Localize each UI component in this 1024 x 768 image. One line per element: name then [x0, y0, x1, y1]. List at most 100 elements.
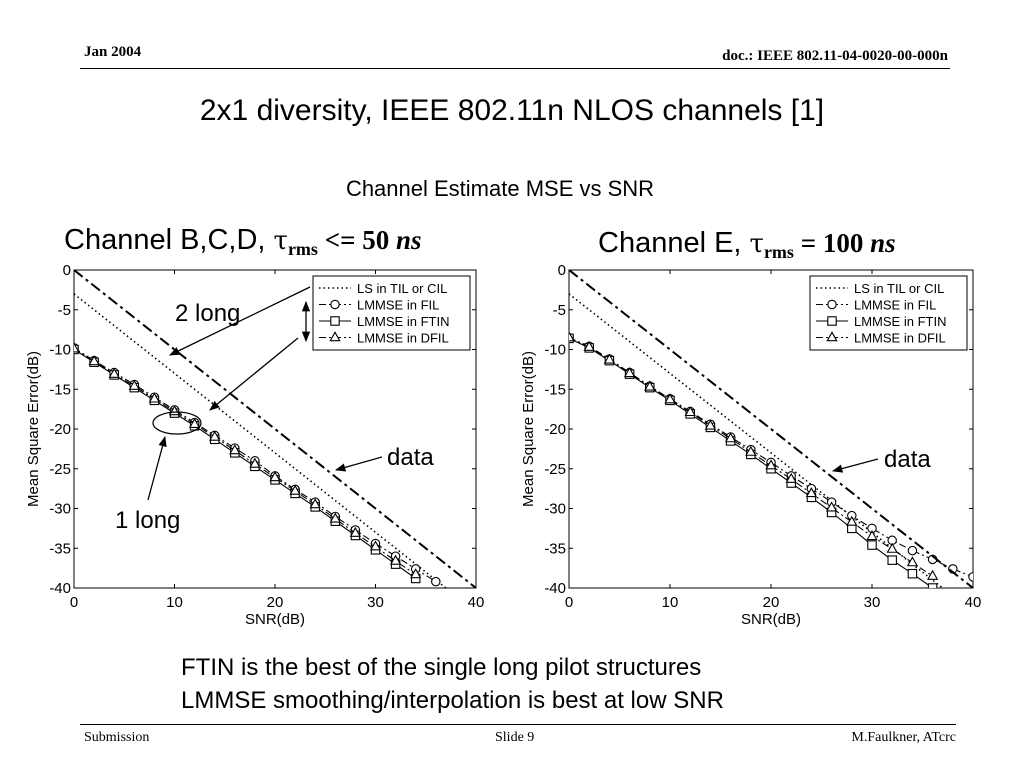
data-point-triangle	[724, 432, 737, 443]
two-long-arrow-ls	[169, 286, 311, 356]
legend-marker-triangle	[329, 331, 341, 342]
data-point-triangle	[906, 556, 919, 567]
x-tick-label: 40	[965, 594, 982, 611]
y-tick-label: -40	[49, 580, 71, 597]
left-panel-label: Channel B,C,D, τrms <= 50 ns	[64, 224, 422, 260]
y-tick-label: -25	[544, 461, 566, 478]
data-point-square	[887, 555, 897, 565]
chart-left: 0 10 20 30 40 0 -5 -10 -15 -20 -25 -30 -35 -40 SNR(dB)…	[25, 262, 484, 628]
data-point-square	[867, 540, 877, 550]
legend-entry: LMMSE in FIL	[854, 298, 936, 313]
legend-marker-square	[827, 316, 837, 326]
data-point-triangle	[88, 355, 100, 366]
right-panel-label: Channel E, τrms = 100 ns	[598, 227, 896, 263]
left-panel-condition: <= 50	[317, 225, 396, 255]
rms-subscript: rms	[287, 239, 318, 259]
chart-subtitle: Channel Estimate MSE vs SNR	[345, 176, 655, 201]
footer-author: M.Faulkner, ATcrc	[851, 730, 956, 745]
data-point-triangle	[623, 367, 636, 378]
data-point-circle	[968, 572, 973, 582]
y-tick-label: -5	[553, 302, 566, 319]
data-point-triangle	[289, 484, 301, 495]
x-tick-label: 20	[763, 594, 780, 611]
data-point-triangle	[886, 542, 898, 553]
footer-slide-number: Slide 9	[495, 730, 535, 745]
data-point-triangle	[664, 393, 676, 404]
data-point-triangle	[269, 471, 281, 482]
tau-symbol: τ	[273, 226, 288, 256]
x-axis-label: SNR(dB)	[741, 611, 801, 628]
data-point-triangle	[188, 417, 201, 428]
y-tick-label: -20	[544, 421, 566, 438]
bullet-line: FTIN is the best of the single long pilo…	[181, 654, 702, 681]
y-tick-label: 0	[558, 262, 566, 279]
y-tick-label: 0	[63, 262, 71, 279]
legend-marker-triangle	[826, 331, 838, 342]
y-tick-label: -15	[544, 381, 566, 398]
data-point-triangle	[825, 501, 838, 512]
data-point-triangle	[569, 331, 575, 342]
data-point-circle	[431, 576, 441, 587]
y-tick-label: -30	[544, 501, 566, 518]
legend-marker-circle	[330, 299, 340, 310]
left-panel-prefix: Channel B,C,D,	[64, 224, 274, 256]
series-line-lmmse-in-fil	[569, 337, 973, 578]
data-point-square	[927, 583, 938, 588]
header-date: Jan 2004	[84, 44, 142, 60]
left-panel-unit: ns	[395, 225, 422, 255]
x-tick-label: 30	[367, 594, 384, 611]
data-point-triangle	[249, 457, 261, 468]
y-tick-label: -20	[49, 421, 71, 438]
data-point-triangle	[866, 529, 878, 541]
y-tick-label: -25	[49, 461, 71, 478]
data-point-triangle	[108, 367, 120, 378]
data-point-triangle	[369, 540, 382, 551]
data-point-triangle	[805, 487, 818, 498]
one-long-arrow	[147, 435, 167, 501]
legend-entry: LS in TIL or CIL	[854, 281, 944, 296]
y-axis-label: Mean Square Error(dB)	[520, 351, 537, 507]
data-point-triangle	[846, 515, 858, 526]
y-tick-label: -10	[49, 342, 71, 359]
two-long-arrow-lmmse	[209, 337, 299, 411]
legend-entry: LMMSE in FTIN	[854, 314, 946, 329]
legend-marker-circle	[827, 299, 837, 310]
data-point-triangle	[209, 430, 221, 441]
x-tick-label: 10	[662, 594, 679, 611]
legend-entry: LMMSE in DFIL	[357, 331, 449, 346]
data-arrow-right	[831, 458, 879, 473]
right-panel-prefix: Channel E,	[598, 227, 750, 259]
data-point-triangle	[745, 445, 757, 456]
x-axis-label: SNR(dB)	[245, 611, 305, 628]
legend-entry: LMMSE in DFIL	[854, 331, 946, 346]
y-tick-label: -35	[49, 540, 71, 557]
y-tick-label: -10	[544, 342, 566, 359]
series-line-ls-in-til-or-cil	[569, 293, 944, 588]
y-tick-label: -30	[49, 501, 71, 518]
footer-submission: Submission	[84, 730, 150, 745]
legend-entry: LMMSE in FTIN	[357, 314, 449, 329]
y-tick-label: -5	[58, 302, 71, 319]
right-panel-condition: = 100	[793, 228, 871, 258]
data-point-triangle	[74, 342, 80, 353]
y-tick-label: -35	[544, 540, 566, 557]
y-tick-label: -40	[544, 580, 566, 597]
data-point-triangle	[765, 459, 777, 470]
series-line-data-curve	[569, 270, 973, 588]
one-long-ellipse	[152, 411, 202, 435]
data-point-triangle	[229, 444, 241, 455]
annotation-one-long: 1 long	[115, 507, 180, 534]
x-tick-label: 30	[864, 594, 881, 611]
series-layer	[569, 270, 973, 588]
x-tick-label: 10	[166, 594, 183, 611]
data-point-triangle	[704, 419, 717, 430]
data-point-triangle	[349, 526, 362, 537]
right-panel-unit: ns	[870, 228, 896, 258]
x-tick-label: 20	[267, 594, 284, 611]
data-point-triangle	[128, 379, 140, 390]
data-point-circle	[907, 545, 918, 556]
legend-entry: LMMSE in FIL	[357, 298, 439, 313]
data-point-triangle	[785, 472, 797, 483]
legend-entry: LS in TIL or CIL	[357, 281, 447, 296]
